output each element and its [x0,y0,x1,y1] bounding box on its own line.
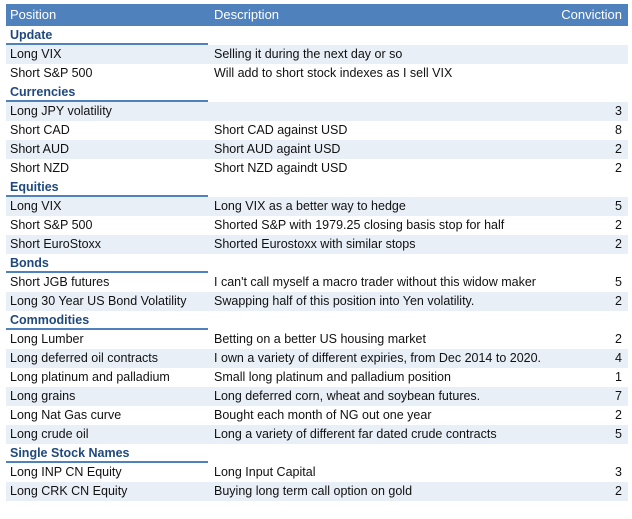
section-header: Update [6,26,628,45]
table-row: Short AUD Short AUD againt USD 2 [6,140,628,159]
table-row: Long Nat Gas curve Bought each month of N… [6,406,628,425]
table-row: Long INP CN Equity Long Input Capital 3 [6,463,628,482]
conviction-cell: 2 [615,408,622,422]
position-cell: Long Nat Gas curve [10,408,122,422]
positions-table: Position Description Conviction Update Lo… [0,4,632,501]
table-body: Update Long VIX Selling it during the next… [0,26,632,501]
conviction-cell: 5 [615,275,622,289]
conviction-cell: 7 [615,389,622,403]
conviction-cell: 8 [615,123,622,137]
section-header: Currencies [6,83,628,102]
conviction-cell [552,64,628,83]
table-row: Long JPY volatility 3 [6,102,628,121]
conviction-cell: 2 [615,142,622,156]
table-header: Position Description Conviction [6,4,628,26]
position-cell: Long Lumber [10,332,84,346]
table-row: Short NZD Short NZD againdt USD 2 [6,159,628,178]
conviction-cell: 2 [615,332,622,346]
description-cell: Shorted S&P with 1979.25 closing basis s… [214,218,505,232]
conviction-cell: 2 [615,237,622,251]
description-cell: Will add to short stock indexes as I sel… [214,66,453,80]
section-title: Equities [6,178,208,197]
section-title: Currencies [6,83,208,102]
position-cell: Short S&P 500 [10,66,93,80]
description-cell: Selling it during the next day or so [214,47,403,61]
section-title: Single Stock Names [6,444,208,463]
conviction-cell: 2 [615,484,622,498]
section-title: Bonds [6,254,208,273]
description-cell: I can't call myself a macro trader witho… [214,275,536,289]
description-cell: Swapping half of this position into Yen … [214,294,475,308]
description-cell: I own a variety of different expiries, f… [214,351,542,365]
section-header: Single Stock Names [6,444,628,463]
table-row: Long VIX Long VIX as a better way to hedg… [6,197,628,216]
table-row: Long VIX Selling it during the next day o… [6,45,628,64]
description-cell: Betting on a better US housing market [214,332,426,346]
position-cell: Short NZD [10,161,70,175]
section-header: Commodities [6,311,628,330]
position-cell: Long VIX [10,199,62,213]
section-header: Equities [6,178,628,197]
table-row: Short JGB futures I can't call myself a m… [6,273,628,292]
description-cell: Long Input Capital [214,465,316,479]
position-cell: Long platinum and palladium [10,370,170,384]
conviction-cell: 2 [615,218,622,232]
conviction-cell [552,45,628,64]
description-cell: Long deferred corn, wheat and soybean fu… [214,389,481,403]
conviction-cell: 2 [615,294,622,308]
table-row: Long CRK CN Equity Buying long term call … [6,482,628,501]
description-cell: Short AUD againt USD [214,142,341,156]
table-row: Short S&P 500 Will add to short stock ind… [6,64,628,83]
section-title: Update [6,26,208,45]
position-cell: Short CAD [10,123,70,137]
position-cell: Long INP CN Equity [10,465,122,479]
position-cell: Long deferred oil contracts [10,351,159,365]
section-header: Bonds [6,254,628,273]
position-cell: Long VIX [10,47,62,61]
description-cell: Bought each month of NG out one year [214,408,432,422]
position-cell: Short S&P 500 [10,218,93,232]
table-row: Long crude oil Long a variety of differen… [6,425,628,444]
conviction-cell: 2 [615,161,622,175]
description-cell: Small long platinum and palladium positi… [214,370,451,384]
position-header: Position [10,7,57,22]
section-title: Commodities [6,311,208,330]
table-row: Long Lumber Betting on a better US housin… [6,330,628,349]
conviction-cell: 5 [615,427,622,441]
position-cell: Short AUD [10,142,70,156]
position-cell: Short EuroStoxx [10,237,102,251]
conviction-header: Conviction [561,7,622,22]
table-row: Short EuroStoxx Shorted Eurostoxx with si… [6,235,628,254]
position-cell: Short JGB futures [10,275,110,289]
description-cell [214,102,552,121]
table-row: Long platinum and palladium Small long pl… [6,368,628,387]
table-row: Long deferred oil contracts I own a varie… [6,349,628,368]
conviction-cell: 4 [615,351,622,365]
position-cell: Long 30 Year US Bond Volatility [10,294,187,308]
conviction-cell: 3 [615,465,622,479]
table-row: Short CAD Short CAD against USD 8 [6,121,628,140]
table-row: Long 30 Year US Bond Volatility Swapping … [6,292,628,311]
conviction-cell: 3 [615,104,622,118]
description-cell: Long a variety of different far dated cr… [214,427,497,441]
description-cell: Short CAD against USD [214,123,348,137]
conviction-cell: 5 [615,199,622,213]
table-row: Short S&P 500 Shorted S&P with 1979.25 cl… [6,216,628,235]
position-cell: Long crude oil [10,427,89,441]
position-cell: Long grains [10,389,76,403]
table-row: Long grains Long deferred corn, wheat and… [6,387,628,406]
description-cell: Short NZD againdt USD [214,161,348,175]
position-cell: Long CRK CN Equity [10,484,128,498]
description-cell: Buying long term call option on gold [214,484,413,498]
position-cell: Long JPY volatility [10,104,112,118]
description-cell: Long VIX as a better way to hedge [214,199,406,213]
conviction-cell: 1 [615,370,622,384]
description-cell: Shorted Eurostoxx with similar stops [214,237,416,251]
description-header: Description [214,7,280,22]
